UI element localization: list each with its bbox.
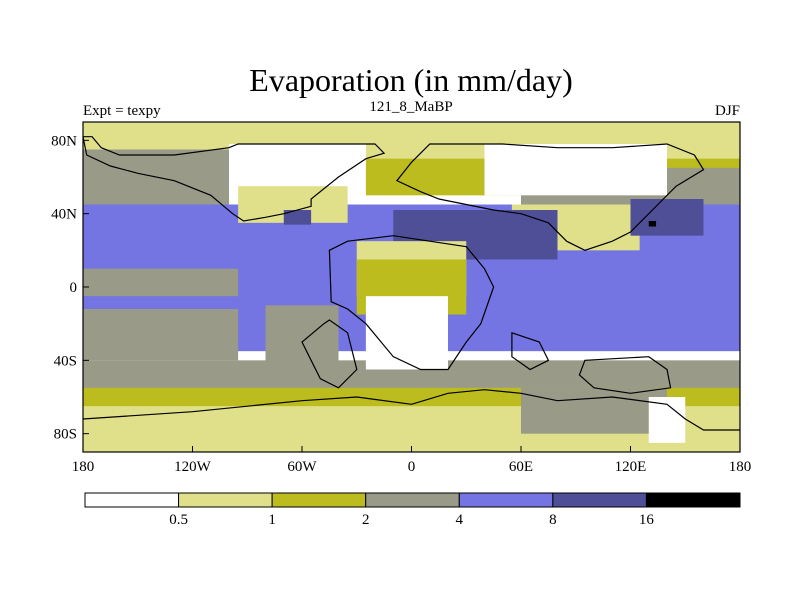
legend-swatch <box>645 492 741 508</box>
legend-level-label: 0.5 <box>169 512 188 528</box>
legend-swatch <box>84 492 180 508</box>
y-tick-label: 80N <box>51 133 77 149</box>
axis-ticks: 180 120W 60W 0 60E 120E 180 80N 40N 0 40S 80S <box>51 133 751 475</box>
map-field <box>83 122 740 452</box>
y-tick-label: 40N <box>51 207 77 223</box>
legend-level-label: 8 <box>549 512 557 528</box>
south-america-outline <box>301 319 358 389</box>
africa-outline <box>328 235 495 371</box>
experiment-label: Expt = texpy <box>83 103 161 119</box>
x-tick-label: 180 <box>72 459 95 475</box>
region-south-pacific-gray <box>83 309 239 361</box>
legend-level-label: 16 <box>639 512 655 528</box>
legend-swatch <box>271 492 367 508</box>
region-black-dot <box>648 221 657 227</box>
x-tick-label: 60E <box>509 459 533 475</box>
region-gulf-stream <box>283 210 312 225</box>
x-tick-label: 60W <box>287 459 317 475</box>
x-tick-label: 120W <box>174 459 212 475</box>
chart-title: Evaporation (in mm/day) <box>249 62 572 98</box>
continent-outlines <box>83 136 740 431</box>
legend-swatch <box>458 492 554 508</box>
region-eurasia <box>484 144 667 196</box>
legend-level-label: 4 <box>456 512 464 528</box>
region-south-america <box>265 305 339 370</box>
legend-swatch <box>552 492 647 508</box>
y-tick-label: 80S <box>54 427 77 443</box>
x-tick-label: 180 <box>729 459 752 475</box>
y-tick-label: 0 <box>70 280 78 296</box>
period-label: 121_8_MaBP <box>369 99 452 115</box>
region-africa-south <box>365 296 448 370</box>
legend-level-label: 1 <box>268 512 276 528</box>
season-label: DJF <box>715 103 740 119</box>
y-tick-label: 40S <box>54 353 77 369</box>
india-outline <box>511 331 550 371</box>
x-tick-label: 0 <box>408 459 416 475</box>
region-kuroshio <box>630 199 704 236</box>
region-antarctica-east <box>521 387 667 434</box>
legend-swatch <box>365 492 460 508</box>
antarctica-outline <box>83 389 740 431</box>
australia-outline <box>578 356 672 394</box>
color-legend: 0.5 1 2 4 8 16 <box>84 492 741 528</box>
x-tick-label: 120E <box>615 459 647 475</box>
eurasia-outline <box>395 143 705 251</box>
legend-level-label: 2 <box>362 512 370 528</box>
legend-swatch <box>178 492 273 508</box>
north-america-outline <box>83 136 386 222</box>
region-east-pacific-tongue <box>83 268 239 297</box>
